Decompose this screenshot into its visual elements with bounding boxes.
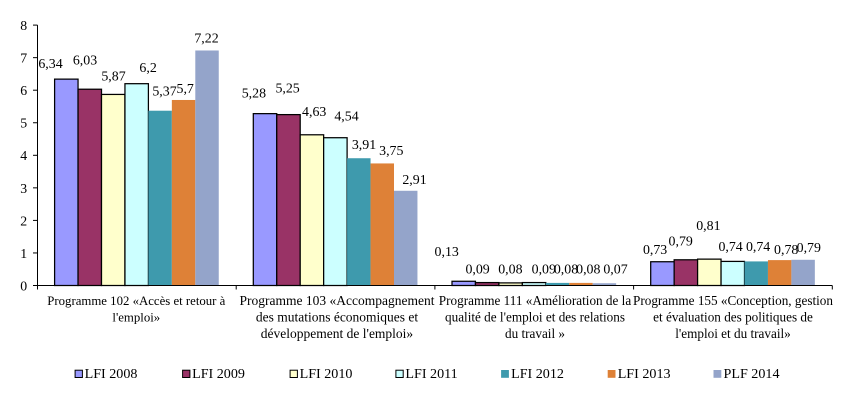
svg-text:5,7: 5,7 (177, 82, 194, 97)
svg-text:Programme 103 «Accompagnement: Programme 103 «Accompagnement (240, 293, 435, 308)
svg-text:7: 7 (20, 51, 27, 66)
svg-text:3,91: 3,91 (352, 138, 376, 153)
svg-text:0,08: 0,08 (554, 262, 578, 277)
svg-text:Programme 102 «Accès et retour: Programme 102 «Accès et retour à (47, 294, 225, 308)
svg-text:PLF 2014: PLF 2014 (724, 366, 780, 382)
svg-text:5,25: 5,25 (275, 82, 299, 97)
svg-text:l'emploi»: l'emploi» (112, 311, 160, 325)
svg-text:du travail »: du travail » (505, 326, 565, 341)
svg-text:développement de l'emploi»: développement de l'emploi» (261, 326, 413, 341)
svg-text:qualité de l'emploi et des rel: qualité de l'emploi et des relations (445, 310, 625, 325)
svg-text:2: 2 (20, 213, 27, 228)
svg-text:0: 0 (20, 278, 27, 293)
svg-text:5: 5 (20, 116, 27, 131)
svg-text:3,75: 3,75 (379, 144, 403, 159)
svg-text:2,91: 2,91 (402, 173, 426, 188)
svg-text:0,81: 0,81 (696, 219, 720, 234)
svg-text:0,13: 0,13 (435, 245, 459, 260)
svg-text:6: 6 (20, 83, 27, 98)
svg-text:6,2: 6,2 (139, 61, 156, 76)
svg-text:LFI 2011: LFI 2011 (405, 366, 457, 382)
svg-text:LFI 2009: LFI 2009 (192, 366, 245, 382)
svg-text:l'emploi et du travail»: l'emploi et du travail» (675, 326, 791, 341)
svg-text:0,74: 0,74 (746, 240, 770, 255)
svg-text:0,09: 0,09 (465, 262, 489, 277)
svg-text:5,87: 5,87 (101, 70, 125, 85)
svg-text:0,09: 0,09 (532, 262, 556, 277)
svg-text:LFI 2008: LFI 2008 (85, 366, 138, 382)
svg-text:6,34: 6,34 (38, 57, 62, 72)
svg-text:LFI 2012: LFI 2012 (511, 366, 564, 382)
svg-text:8: 8 (20, 18, 27, 33)
svg-text:0,74: 0,74 (718, 240, 742, 255)
svg-text:0,79: 0,79 (669, 235, 693, 250)
svg-text:3: 3 (20, 181, 27, 196)
svg-text:4: 4 (20, 148, 27, 163)
svg-text:7,22: 7,22 (194, 31, 218, 46)
svg-text:0,79: 0,79 (797, 241, 821, 256)
svg-text:0,78: 0,78 (774, 243, 798, 258)
svg-text:0,07: 0,07 (603, 262, 627, 277)
svg-text:LFI 2013: LFI 2013 (618, 366, 671, 382)
svg-text:5,28: 5,28 (242, 86, 266, 101)
svg-text:1: 1 (20, 246, 27, 261)
svg-text:0,08: 0,08 (576, 262, 600, 277)
svg-text:5,37: 5,37 (152, 84, 176, 99)
svg-text:des mutations économiques et: des mutations économiques et (256, 310, 419, 325)
svg-text:Programme 155 «Conception, ges: Programme 155 «Conception, gestion (633, 293, 833, 308)
svg-text:0,73: 0,73 (643, 243, 667, 258)
svg-text:Programme 111 «Amélioration de: Programme 111 «Amélioration de la (439, 293, 632, 308)
svg-text:LFI 2010: LFI 2010 (300, 366, 353, 382)
svg-text:6,03: 6,03 (73, 54, 97, 69)
svg-text:0,08: 0,08 (498, 262, 522, 277)
svg-text:et évaluation des politiques d: et évaluation des politiques de (653, 310, 813, 325)
svg-text:4,54: 4,54 (334, 109, 358, 124)
svg-text:4,63: 4,63 (302, 105, 326, 120)
